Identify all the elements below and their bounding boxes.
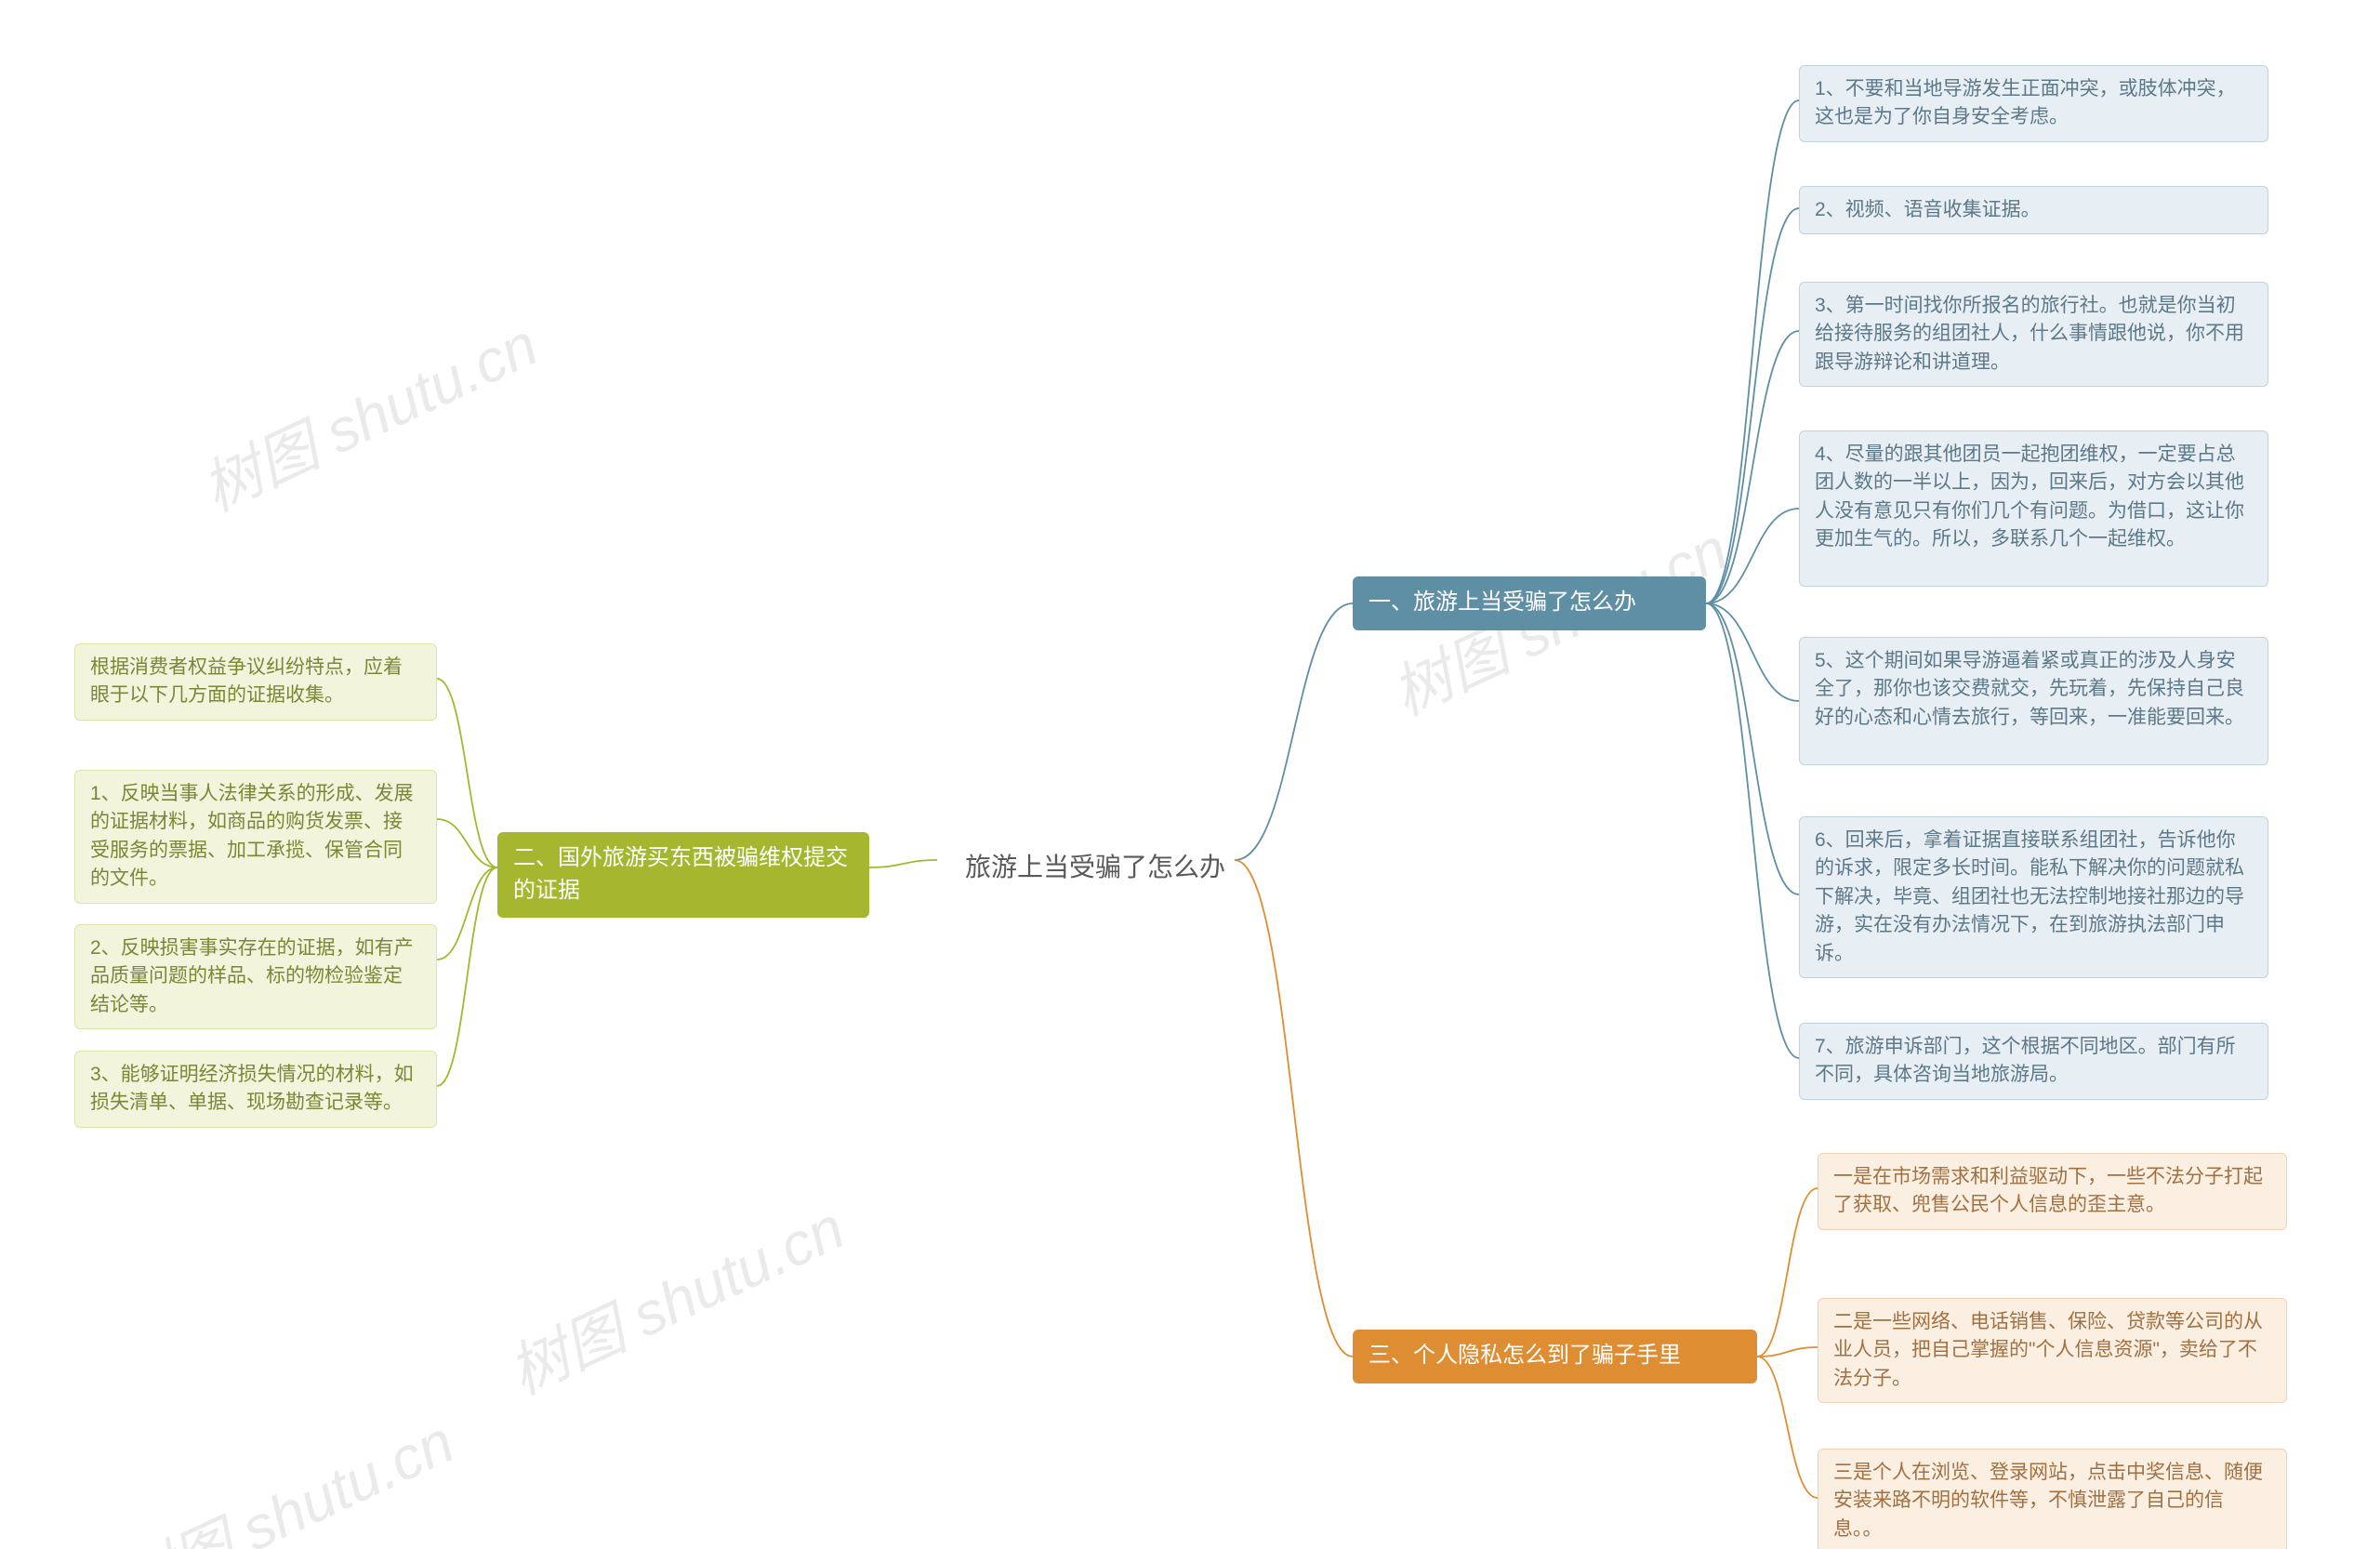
leaf-b3-1[interactable]: 二是一些网络、电话销售、保险、贷款等公司的从业人员，把自己掌握的"个人信息资源"… [1818, 1298, 2287, 1403]
edge-b2-c1 [437, 819, 497, 867]
edge-b3-c1 [1757, 1347, 1818, 1357]
leaf-b1-3[interactable]: 4、尽量的跟其他团员一起抱团维权，一定要占总团人数的一半以上，因为，回来后，对方… [1799, 430, 2268, 587]
edge-b2-c3 [437, 867, 497, 1086]
watermark: 树图 shutu.cn [187, 298, 549, 527]
leaf-b1-6[interactable]: 7、旅游申诉部门，这个根据不同地区。部门有所不同，具体咨询当地旅游局。 [1799, 1023, 2268, 1100]
leaf-b1-2[interactable]: 3、第一时间找你所报名的旅行社。也就是你当初给接待服务的组团社人，什么事情跟他说… [1799, 282, 2268, 387]
leaf-b2-1[interactable]: 1、反映当事人法律关系的形成、发展的证据材料，如商品的购货发票、接受服务的票据、… [74, 770, 437, 904]
edge-b1-c6 [1706, 603, 1799, 1058]
edge-b1-c4 [1706, 603, 1799, 701]
leaf-b2-0[interactable]: 根据消费者权益争议纠纷特点，应着眼于以下几方面的证据收集。 [74, 643, 437, 721]
leaf-b2-2[interactable]: 2、反映损害事实存在的证据，如有产品质量问题的样品、标的物检验鉴定结论等。 [74, 924, 437, 1029]
edge-root-b2 [869, 860, 937, 867]
watermark: 树图 shutu.cn [494, 1181, 856, 1410]
edge-b1-c0 [1706, 100, 1799, 603]
leaf-b1-4[interactable]: 5、这个期间如果导游逼着紧或真正的涉及人身安全了，那你也该交费就交，先玩着，先保… [1799, 637, 2268, 765]
edge-b2-c0 [437, 679, 497, 867]
leaf-b1-0[interactable]: 1、不要和当地导游发生正面冲突，或肢体冲突，这也是为了你自身安全考虑。 [1799, 65, 2268, 142]
edge-b2-c2 [437, 867, 497, 960]
leaf-b3-0[interactable]: 一是在市场需求和利益驱动下，一些不法分子打起了获取、兜售公民个人信息的歪主意。 [1818, 1153, 2287, 1230]
branch-node-2[interactable]: 二、国外旅游买东西被骗维权提交的证据 [497, 832, 869, 918]
edge-b3-c0 [1757, 1188, 1818, 1357]
edge-b3-c2 [1757, 1357, 1818, 1498]
branch-node-1[interactable]: 一、旅游上当受骗了怎么办 [1353, 576, 1706, 630]
branch-node-3[interactable]: 三、个人隐私怎么到了骗子手里 [1353, 1330, 1757, 1384]
leaf-b2-3[interactable]: 3、能够证明经济损失情况的材料，如损失清单、单据、现场勘查记录等。 [74, 1051, 437, 1128]
leaf-b1-5[interactable]: 6、回来后，拿着证据直接联系组团社，告诉他你的诉求，限定多长时间。能私下解决你的… [1799, 816, 2268, 978]
diagram-canvas: { "type": "mindmap", "background_color":… [0, 0, 2380, 1549]
edge-b1-c5 [1706, 603, 1799, 894]
edge-root-b1 [1235, 603, 1353, 860]
leaf-b3-2[interactable]: 三是个人在浏览、登录网站，点击中奖信息、随便安装来路不明的软件等，不慎泄露了自己… [1818, 1449, 2287, 1549]
watermark: 树图 shutu.cn [103, 1395, 466, 1549]
edge-root-b3 [1235, 860, 1353, 1357]
root-node[interactable]: 旅游上当受骗了怎么办 [937, 840, 1253, 892]
leaf-b1-1[interactable]: 2、视频、语音收集证据。 [1799, 186, 2268, 234]
